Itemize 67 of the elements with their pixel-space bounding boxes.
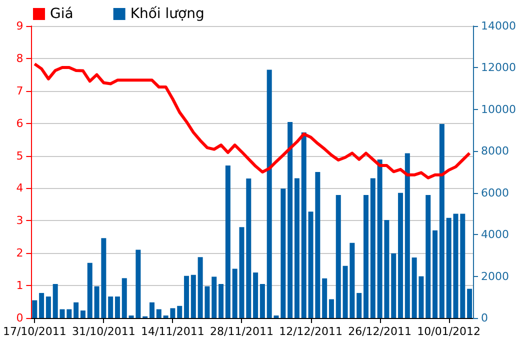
bar [177,306,182,318]
y-tick-label: 5 [16,149,24,162]
x-tick-label: 26/12/2011 [348,325,412,338]
x-tick-label: 14/11/2011 [141,325,204,338]
x-tick-label: 17/10/2011 [2,325,66,338]
bar [432,230,438,318]
bar [87,262,92,318]
y-tick-label: 3 [16,214,24,228]
legend-label: Giá [50,6,74,22]
y2-tick-label: 10000 [481,102,516,116]
x-tick-label: 12/12/2011 [279,325,342,338]
y2-tick-label: 12000 [481,61,516,74]
bar [74,302,79,318]
bar [288,122,293,318]
y2-tick-label: 0 [481,312,488,324]
bar [439,124,444,318]
bar [301,132,306,318]
bar [404,153,410,318]
bar [467,288,472,318]
bar [266,70,272,318]
bar [52,284,58,318]
bar [46,296,51,318]
bar [356,292,362,318]
bar [322,278,328,318]
bar [190,274,196,318]
bar [212,276,217,318]
bar [32,300,38,318]
y-tick-label: 0 [16,312,24,324]
bar [460,214,466,318]
y2-tick-label: 14000 [481,20,516,32]
bar [426,194,431,318]
bar [108,296,114,318]
y2-tick-label: 6000 [481,186,509,200]
bar [294,178,300,318]
y-tick-label: 4 [16,182,24,195]
bar [328,299,334,318]
y2-tick-label: 2000 [481,270,509,283]
bar [184,276,190,318]
bar [150,302,154,318]
bar [114,296,120,318]
x-tick-label: 28/11/2011 [210,325,274,338]
y-tick-label: 8 [16,52,24,65]
bar [122,278,127,318]
y-tick-label: 6 [16,116,24,130]
y-tick-label: 1 [16,279,24,292]
bar [218,284,224,318]
bar [246,178,252,318]
bar [80,310,86,318]
y-tick-label: 7 [16,84,24,98]
bar [225,166,230,318]
bar [253,272,258,318]
bar [398,192,404,318]
bar [336,194,341,318]
y2-tick-label: 4000 [481,228,509,242]
bar [39,292,44,318]
x-tick-label: 10/01/2012 [417,325,481,338]
bar [370,178,376,318]
y-tick-label: 9 [16,20,24,32]
bar [364,194,368,318]
bar [260,284,265,318]
line-series [33,62,472,180]
y2-tick-label: 8000 [481,144,509,158]
y-tick-label: 2 [16,246,24,260]
x-tick-label: 31/10/2011 [72,325,136,338]
bar [391,253,396,318]
bar [156,309,162,318]
legend-label: Khối lượng [130,6,204,22]
